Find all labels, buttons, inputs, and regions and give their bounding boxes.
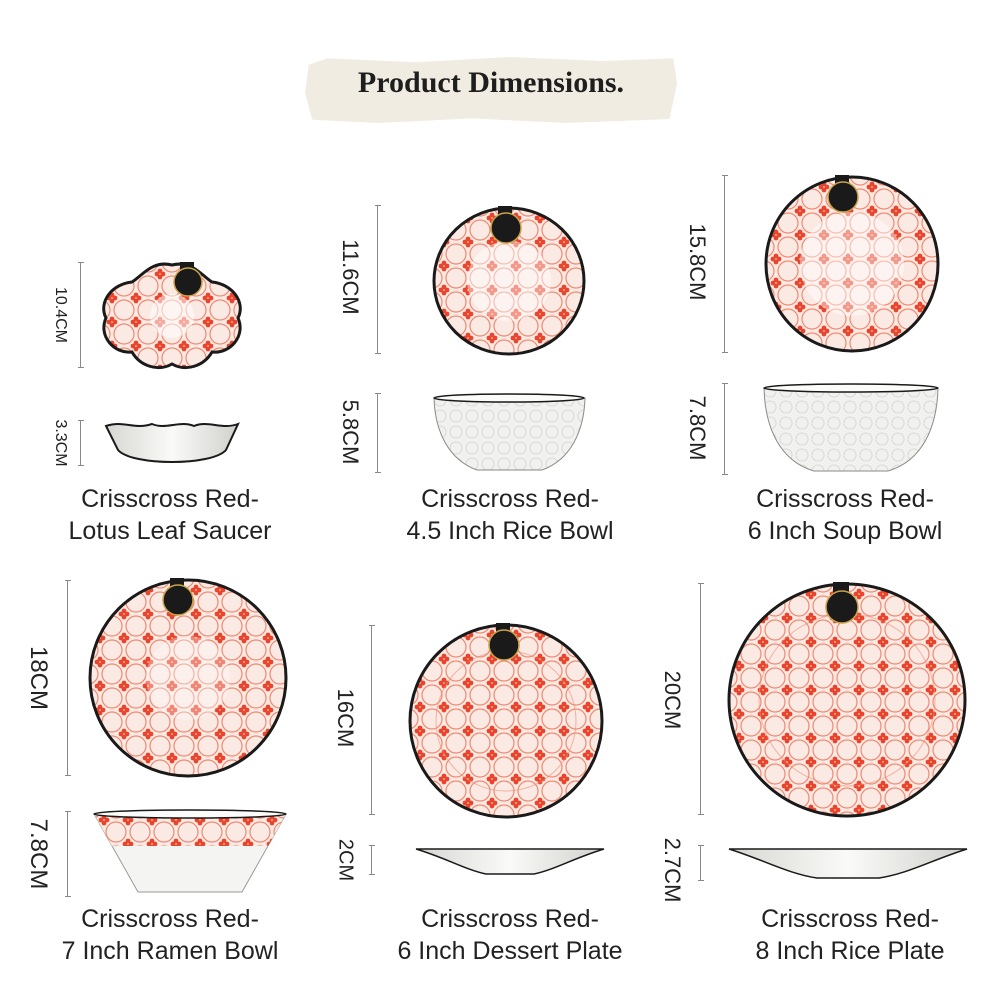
dimension-bar-side (698, 845, 704, 881)
dimension-bar-side (65, 811, 71, 897)
dessert-plate-side-view (415, 848, 605, 875)
caption-line2: 8 Inch Rice Plate (755, 937, 945, 965)
caption-line1: Crisscross Red- (81, 905, 259, 933)
dimension-bar-top (65, 580, 71, 776)
brand-seal (162, 578, 194, 616)
brand-seal (827, 175, 859, 213)
soup-bowl-top-view (764, 175, 940, 353)
brand-seal (173, 262, 203, 297)
caption-line1: Crisscross Red- (421, 905, 599, 933)
lotus-saucer-side-view (104, 422, 240, 463)
caption-line2: 6 Inch Dessert Plate (397, 937, 623, 965)
dimension-label-side: 2.7CM (660, 837, 685, 903)
dimension-bar-top (375, 205, 381, 354)
page-title: Product Dimensions. (357, 66, 625, 99)
dimension-label-side: 7.8CM (25, 818, 52, 890)
ramen-bowl-side-view (93, 809, 287, 893)
dimension-label-side: 3.3CM (52, 419, 69, 467)
caption-line2: Lotus Leaf Saucer (68, 517, 272, 545)
dimension-bar-top (722, 175, 728, 353)
soup-bowl-side-view (763, 383, 939, 472)
dimension-label-top: 16CM (333, 688, 358, 748)
dimension-label-side: 7.8CM (685, 395, 710, 461)
brand-seal (825, 582, 859, 624)
dimension-label-side: 2CM (334, 838, 357, 882)
caption-line1: Crisscross Red- (761, 905, 939, 933)
dimension-bar-top (369, 625, 375, 815)
ramen-bowl-top-view (88, 578, 288, 778)
caption-line1: Crisscross Red- (421, 485, 599, 513)
caption-line2: 7 Inch Ramen Bowl (61, 937, 279, 965)
title-background (305, 57, 677, 123)
dimension-label-top: 10.4CM (52, 286, 69, 344)
product-caption: Crisscross Red- 4.5 Inch Rice Bowl (355, 483, 665, 547)
lotus-saucer-top-view (102, 262, 242, 369)
rice-bowl-top-view (432, 206, 586, 356)
brand-seal (488, 623, 520, 661)
product-caption: Crisscross Red- 6 Inch Dessert Plate (355, 903, 665, 967)
product-caption: Crisscross Red- 8 Inch Rice Plate (700, 903, 1000, 967)
caption-line2: 6 Inch Soup Bowl (747, 517, 943, 545)
product-caption: Crisscross Red- Lotus Leaf Saucer (20, 483, 320, 547)
caption-line1: Crisscross Red- (756, 485, 934, 513)
dimension-label-side: 5.8CM (338, 399, 363, 465)
product-caption: Crisscross Red- 6 Inch Soup Bowl (700, 483, 990, 547)
dimension-bar-top (698, 583, 704, 815)
dimension-label-top: 20CM (660, 670, 685, 730)
dimension-bar-side (722, 383, 728, 475)
rice-plate-side-view (728, 848, 968, 879)
brand-seal (490, 206, 522, 244)
dimension-bar-side (369, 845, 375, 875)
rice-bowl-side-view (433, 393, 586, 471)
dimension-bar-top (78, 262, 84, 368)
dimension-label-top: 18CM (25, 645, 52, 711)
dimension-bar-side (78, 420, 84, 466)
caption-line1: Crisscross Red- (81, 485, 259, 513)
dimension-label-top: 15.8CM (685, 223, 710, 301)
product-caption: Crisscross Red- 7 Inch Ramen Bowl (20, 903, 320, 967)
dimension-label-top: 11.6CM (338, 239, 363, 315)
dimension-bar-side (375, 393, 381, 473)
caption-line2: 4.5 Inch Rice Bowl (406, 517, 614, 545)
